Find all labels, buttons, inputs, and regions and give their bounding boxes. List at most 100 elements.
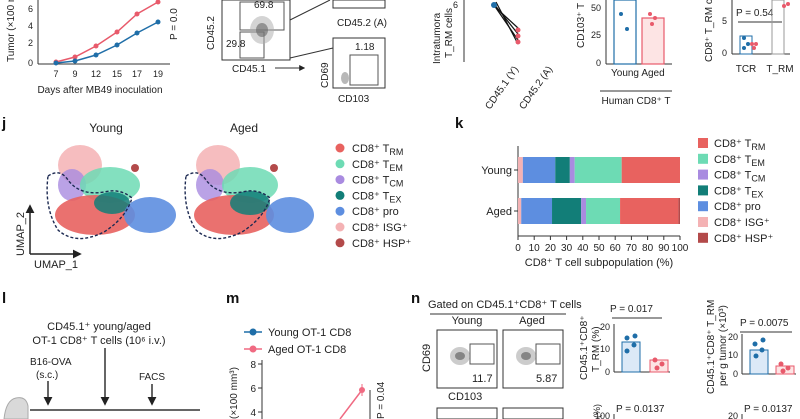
umap-title-aged: Aged bbox=[230, 121, 258, 135]
umap-legend-swatch-2 bbox=[335, 175, 345, 185]
k-legend-swatch-5 bbox=[698, 217, 708, 227]
tumor-ytick-0: 0 bbox=[28, 58, 33, 68]
n-young-label: Young bbox=[452, 315, 483, 327]
n-dot2-ytick-0: 0 bbox=[733, 369, 738, 379]
tumor-ylabel: Tumor (×100 m bbox=[6, 0, 17, 62]
facs-ylabel: CD45.2 bbox=[206, 16, 217, 50]
n-dot2-p: P = 0.0075 bbox=[740, 318, 789, 329]
umap-young-tem bbox=[80, 167, 140, 203]
cd103-ytick-25: 25 bbox=[591, 30, 601, 40]
k-xtick-9: 90 bbox=[658, 243, 670, 254]
k-xtick-7: 70 bbox=[626, 243, 638, 254]
umap-legend-label-5: CD8⁺ ISG⁺ bbox=[352, 222, 408, 234]
facs-cd69-box bbox=[332, 37, 386, 89]
growth-ytick-8: 8 bbox=[250, 360, 256, 371]
k-category-0: Young bbox=[481, 165, 512, 177]
k-xtick-5: 50 bbox=[593, 243, 605, 254]
umap-title-young: Young bbox=[89, 121, 123, 135]
n-dot2-ylabel-2: per g tumor (×10³) bbox=[718, 305, 729, 386]
facs-xlabel: CD45.1 bbox=[232, 64, 266, 75]
n-cd103: CD103 bbox=[448, 391, 482, 403]
top-intratumoral-panel: Intratumora T_RM cells 6 CD45.1 (Y) CD45… bbox=[432, 0, 555, 112]
k-xtick-3: 30 bbox=[561, 243, 573, 254]
k-legend-label-3: CD8⁺ TEX bbox=[714, 185, 763, 199]
umap-young-hsp bbox=[131, 164, 139, 172]
k-legend-label-4: CD8⁺ pro bbox=[714, 201, 761, 213]
umap-young-tcm bbox=[58, 169, 86, 201]
umap-young-trm-outline bbox=[46, 172, 133, 240]
k-bar-young-seg-0 bbox=[518, 157, 523, 183]
k-legend-swatch-1 bbox=[698, 153, 708, 164]
umap-legend-label-0: CD8⁺ TRM bbox=[352, 143, 403, 157]
n-bottom-p2: P = 0.0137 bbox=[744, 404, 793, 415]
tumor-xtick-4: 17 bbox=[132, 69, 142, 79]
panel-m-letter: m bbox=[226, 290, 239, 307]
tumor-xtick-2: 12 bbox=[91, 69, 101, 79]
umap-aged-trm-outline bbox=[184, 172, 271, 240]
growth-ytick-4: 4 bbox=[250, 408, 256, 419]
k-bar-young-seg-3 bbox=[569, 157, 575, 183]
cd103-xlabel-aged: Aged bbox=[641, 68, 664, 79]
k-bar-young-seg-4 bbox=[574, 157, 622, 183]
n-dot-plot-1: P = 0.017 CD45.1⁺CD8⁺ T_RM (%) 20 10 0 bbox=[579, 304, 670, 380]
n-bottom-p1: P = 0.0137 bbox=[616, 404, 665, 415]
intra-ylabel-2: T_RM cells bbox=[444, 8, 455, 58]
n-dot1-ytick-10: 10 bbox=[600, 344, 610, 354]
tumor-xtick-1: 9 bbox=[72, 69, 77, 79]
facs-q2: 29.8 bbox=[226, 39, 246, 50]
schematic-line-1: CD45.1⁺ young/aged bbox=[47, 321, 151, 333]
intra-xlabel-1: CD45.1 (Y) bbox=[483, 64, 521, 111]
tumor-line-aged bbox=[55, 1, 159, 63]
k-legend-label-0: CD8⁺ TRM bbox=[714, 138, 765, 152]
growth-p-value: P = 0.04 bbox=[376, 381, 387, 419]
k-legend-label-1: CD8⁺ TEM bbox=[714, 154, 765, 168]
umap-legend-swatch-3 bbox=[335, 190, 345, 200]
growth-ylabel: (×100 mm³) bbox=[229, 367, 240, 419]
trm-ytick-0: 0 bbox=[722, 48, 727, 58]
umap-axis-x: UMAP_1 bbox=[34, 259, 78, 271]
trm-p-value: P = 0.54 bbox=[736, 8, 774, 19]
tumor-xtick-3: 15 bbox=[112, 69, 122, 79]
k-xtick-4: 40 bbox=[577, 243, 589, 254]
top-facs-panel: CD45.2 69.8 29.8 CD45.1 CD45.2 (A) 1.18 … bbox=[206, 0, 387, 105]
k-legend-swatch-4 bbox=[698, 201, 708, 212]
tumor-p-value: P = 0.0 bbox=[169, 8, 180, 40]
panel-l-letter: l bbox=[2, 290, 6, 307]
legend-young-marker bbox=[249, 328, 257, 336]
trm-bar-trm bbox=[771, 0, 785, 55]
n-gated-label: Gated on CD45.1⁺CD8⁺ T cells bbox=[428, 299, 582, 311]
panel-k-letter: k bbox=[455, 115, 464, 132]
n-cd69: CD69 bbox=[421, 344, 433, 372]
tumor-xlabel: Days after MB49 inoculation bbox=[37, 85, 162, 96]
facs-cd103: CD103 bbox=[338, 94, 370, 105]
k-legend-swatch-6 bbox=[698, 232, 708, 243]
umap-legend-swatch-5 bbox=[335, 222, 345, 232]
legend-aged-marker bbox=[249, 345, 257, 353]
n-dot1-bar-aged bbox=[649, 359, 669, 373]
umap-young-tex bbox=[94, 192, 130, 214]
k-bar-aged-seg-3 bbox=[581, 198, 587, 224]
cd103-ytick-0: 0 bbox=[596, 58, 601, 68]
umap-legend-swatch-0 bbox=[335, 143, 345, 153]
n-dot-plot-2: P = 0.0075 CD45.1⁺CD8⁺ T_RM per g tumor … bbox=[706, 300, 796, 394]
n-dot2-ylabel-1: CD45.1⁺CD8⁺ T_RM bbox=[706, 300, 717, 394]
cd103-bar-young bbox=[613, 0, 637, 65]
facs-value: 1.18 bbox=[355, 42, 375, 53]
n-dot1-ylabel-1: CD45.1⁺CD8⁺ bbox=[579, 316, 590, 380]
k-bar-young-seg-5 bbox=[621, 157, 680, 183]
umap-young-pro bbox=[124, 197, 176, 233]
facs-cd45a: CD45.2 (A) bbox=[337, 18, 387, 29]
umap-young bbox=[46, 145, 176, 240]
umap-axis-y: UMAP_2 bbox=[15, 212, 27, 256]
umap-legend-swatch-6 bbox=[335, 238, 345, 248]
intra-xlabel-2: CD45.2 (A) bbox=[517, 64, 555, 111]
n-value-young: 11.7 bbox=[472, 373, 493, 385]
schematic-sc: (s.c.) bbox=[36, 370, 58, 381]
trm-xlabel-trm: T_RM bbox=[766, 64, 793, 75]
growth-ytick-6: 6 bbox=[250, 384, 256, 395]
cd103-xlabel-young: Young bbox=[611, 68, 639, 79]
facs-q1: 69.8 bbox=[254, 0, 274, 11]
